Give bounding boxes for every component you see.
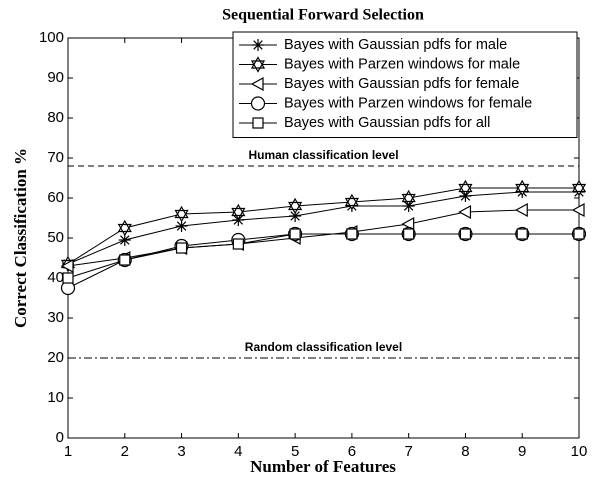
marker [516,228,528,240]
x-tick-label: 9 [518,443,526,460]
marker [514,202,528,218]
y-tick-label: 80 [47,109,64,126]
marker [571,179,587,197]
x-tick-label: 8 [461,443,469,460]
x-tick-label: 2 [121,443,129,460]
y-tick-label: 20 [47,349,64,366]
y-tick-label: 40 [47,269,64,286]
y-tick-label: 0 [56,429,64,446]
y-tick-label: 30 [47,309,64,326]
y-axis-label: Correct Classification % [11,148,30,328]
legend-marker [252,117,264,129]
y-tick-label: 10 [47,389,64,406]
x-tick-label: 1 [64,443,72,460]
marker [346,228,358,240]
marker [403,228,415,240]
legend-label: Bayes with Gaussian pdfs for all [284,115,490,131]
marker [60,258,74,274]
legend-label: Bayes with Parzen windows for female [284,95,532,111]
marker [62,272,74,284]
marker [174,205,189,223]
marker [232,238,244,250]
legend-box [232,31,578,138]
legend-marker [252,39,264,51]
marker [288,197,303,215]
marker [175,220,188,232]
marker [289,210,302,222]
marker [515,179,530,197]
legend-marker [250,96,266,111]
x-tick-label: 4 [234,443,242,460]
series-line [67,233,579,279]
x-tick-label: 10 [571,443,588,460]
marker [573,228,585,240]
series-line [67,187,579,265]
x-tick-label: 5 [291,443,299,460]
series-line [67,191,579,265]
legend-marker [250,56,266,73]
marker [571,202,585,218]
y-tick-label: 60 [47,189,64,206]
legend-label: Bayes with Gaussian pdfs for male [284,37,507,53]
reference-label: Human classification level [248,148,398,162]
legend-marker [250,76,264,92]
x-tick-label: 7 [404,443,412,460]
x-tick-label: 3 [177,443,185,460]
legend-label: Bayes with Gaussian pdfs for female [284,76,519,92]
marker [344,193,359,211]
marker [459,228,472,240]
y-tick-label: 100 [39,29,64,46]
y-tick-label: 70 [47,149,64,166]
marker [231,203,246,221]
marker [118,234,131,246]
marker [458,204,472,220]
marker [175,242,188,254]
marker [401,189,416,207]
marker [289,228,301,240]
x-tick-label: 6 [348,443,356,460]
marker [119,254,131,266]
series-line [67,209,579,267]
series-line [67,233,579,289]
reference-label: Random classification level [245,340,402,354]
y-tick-label: 90 [47,69,64,86]
marker [458,179,473,197]
chart-title: Sequential Forward Selection [222,7,424,24]
x-axis-label: Number of Features [250,457,396,476]
y-tick-label: 50 [47,229,64,246]
marker [117,219,132,237]
legend-label: Bayes with Parzen windows for male [284,56,520,72]
